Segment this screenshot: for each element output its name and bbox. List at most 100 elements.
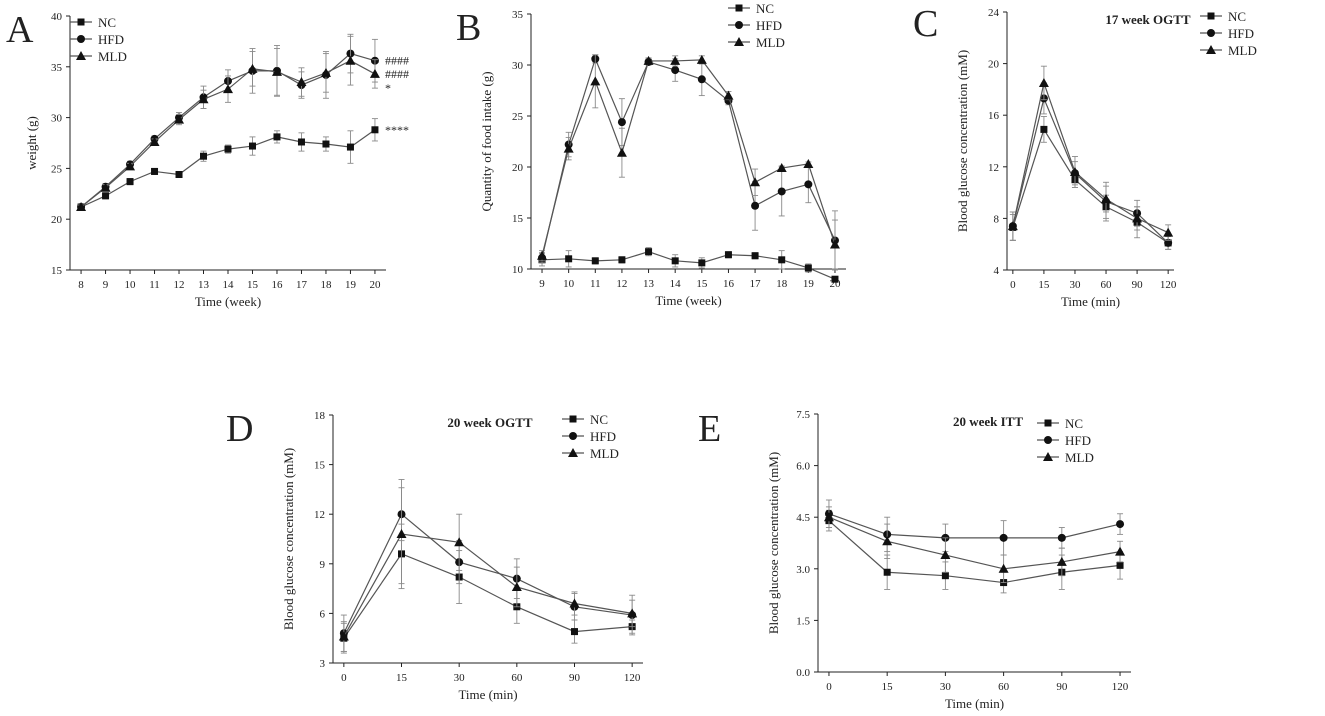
x-tick-label: 19 [345, 279, 357, 291]
series-mld [76, 35, 380, 212]
x-axis-title: Time (min) [1061, 294, 1120, 309]
data-point [778, 256, 786, 264]
y-tick-label: 16 [988, 110, 1000, 122]
chart-panel-c: C 4 8 12 16 20 24 0 15 30 60 90 120 Time (min) Blood g… [913, 3, 1257, 309]
data-point [697, 75, 706, 84]
legend-marker [569, 415, 577, 423]
data-point [1057, 533, 1066, 542]
data-point [371, 126, 379, 134]
x-tick-label: 14 [670, 278, 682, 290]
data-point [320, 67, 331, 77]
series-nc [1009, 116, 1172, 250]
data-point [100, 182, 111, 192]
data-point [198, 94, 209, 104]
data-point [296, 77, 307, 87]
x-tick-label: 14 [223, 279, 235, 291]
data-point [777, 187, 786, 196]
legend: NC HFD MLD [562, 412, 619, 461]
data-point [273, 133, 281, 141]
data-point [590, 76, 601, 86]
data-point [346, 143, 354, 151]
y-tick-label: 12 [314, 509, 325, 521]
data-point [645, 248, 653, 256]
x-tick-label: 16 [723, 278, 735, 290]
series-nc [77, 118, 379, 211]
y-tick-label: 20 [988, 59, 1000, 71]
data-point [671, 66, 680, 75]
legend-marker [77, 18, 85, 26]
series-nc [340, 523, 636, 654]
data-point [804, 264, 812, 272]
data-point [670, 55, 681, 65]
x-tick-label: 30 [454, 672, 466, 684]
data-point [563, 143, 574, 153]
data-point [882, 536, 893, 546]
data-point [643, 55, 654, 65]
data-point [565, 255, 573, 263]
y-tick-label: 6 [320, 608, 326, 620]
y-tick-label: 30 [512, 60, 524, 72]
x-tick-label: 17 [750, 278, 762, 290]
chart-title: 17 week OGTT [1105, 12, 1191, 27]
data-point [1056, 556, 1067, 566]
series-line [542, 251, 836, 280]
x-tick-label: 12 [616, 278, 627, 290]
series-line [1012, 127, 1169, 244]
legend-label: HFD [756, 18, 782, 33]
data-point [627, 608, 638, 618]
legend-marker [1207, 12, 1215, 20]
y-tick-label: 20 [51, 214, 63, 226]
data-point [1116, 561, 1124, 569]
y-tick-label: 3 [320, 658, 326, 670]
data-point [941, 572, 949, 580]
series-mld [823, 506, 1126, 584]
x-tick-label: 60 [998, 681, 1010, 693]
legend-marker [1207, 29, 1215, 37]
legend-label: MLD [1065, 450, 1094, 465]
legend-label: NC [756, 1, 774, 16]
legend-label: NC [1065, 416, 1083, 431]
data-point [1164, 238, 1173, 247]
y-tick-label: 1.5 [796, 615, 810, 627]
x-tick-label: 120 [1112, 681, 1129, 693]
x-tick-label: 9 [103, 279, 109, 291]
x-tick-label: 11 [149, 279, 160, 291]
x-tick-label: 30 [940, 681, 952, 693]
data-point [247, 63, 258, 73]
x-tick-label: 8 [78, 279, 84, 291]
panel-letter: E [698, 408, 721, 450]
data-point [618, 256, 626, 264]
data-point [1116, 520, 1125, 529]
data-point [724, 251, 732, 259]
legend-marker [569, 432, 577, 440]
y-axis-title: Quantity of food intake (g) [479, 71, 494, 211]
data-point [751, 252, 759, 260]
series-hfd [538, 54, 839, 271]
y-tick-label: 8 [994, 213, 1000, 225]
data-point [1163, 227, 1174, 237]
x-tick-label: 17 [296, 279, 308, 291]
data-point [940, 550, 951, 560]
legend: NC HFD MLD [728, 1, 785, 50]
chart-panel-a: A 15 20 25 30 35 40 8 9 10 11 12 13 14 15 16 17 18 19 20 Tim… [6, 9, 409, 309]
series-mld [1007, 65, 1174, 241]
series-line [541, 59, 836, 256]
x-axis-title: Time (min) [945, 696, 1004, 711]
legend-marker [734, 37, 744, 46]
chart-panel-d: D 3 6 9 12 15 18 0 15 30 60 90 120 Time (min) Blood gl… [226, 408, 643, 702]
legend-marker [77, 35, 85, 43]
data-point [369, 68, 380, 78]
legend-label: MLD [1228, 43, 1257, 58]
y-tick-label: 18 [314, 410, 326, 422]
series-line [541, 57, 836, 258]
legend: NC HFD MLD [1200, 9, 1257, 58]
legend-label: HFD [1065, 433, 1091, 448]
data-point [696, 54, 707, 64]
significance-label: #### [385, 54, 409, 68]
series-mld [537, 54, 840, 270]
y-tick-label: 9 [320, 559, 326, 571]
y-tick-label: 40 [51, 11, 63, 23]
legend-label: NC [590, 412, 608, 427]
data-point [570, 628, 578, 636]
data-point [102, 192, 110, 200]
